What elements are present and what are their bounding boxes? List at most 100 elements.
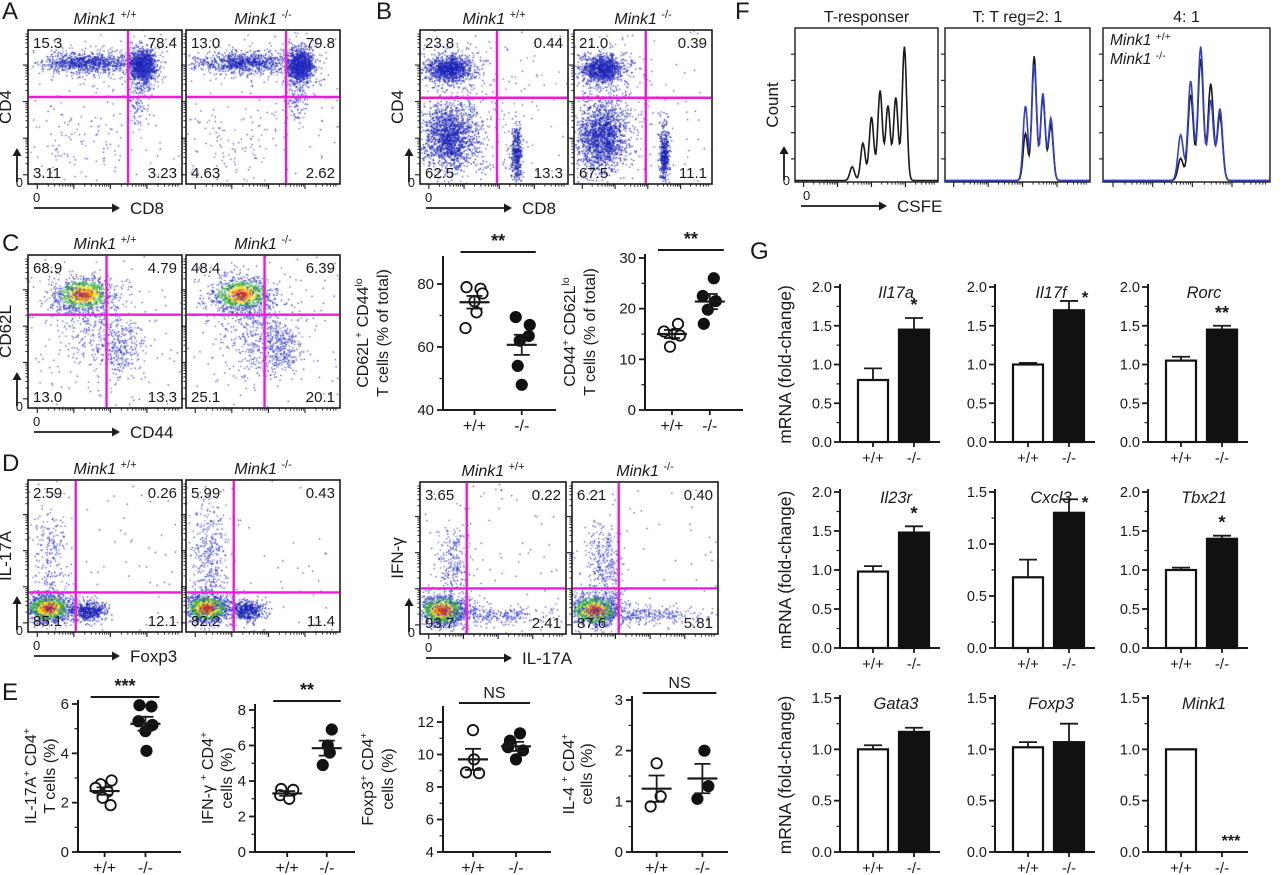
- histogram-title: T-responser: [824, 9, 910, 26]
- x-axis-label: Foxp3: [130, 647, 177, 666]
- quadrant-lr: 20.1: [306, 389, 335, 406]
- chart-title: Il17f: [1035, 284, 1069, 302]
- plot-title: Mink1 -/-: [234, 9, 292, 28]
- bar: [856, 748, 890, 854]
- data-point: [513, 727, 527, 740]
- data-point: [460, 281, 473, 294]
- y-tick-label: 1.0: [1120, 358, 1140, 374]
- bar: [1052, 309, 1086, 444]
- bar-group-label: +/+: [862, 450, 884, 467]
- data-point: [459, 321, 472, 335]
- dot-plot-e4: 0 1 2 3 +/+ -/- NS IL-4 + CD4+cells (%): [559, 675, 728, 875]
- y-tick-label: 0.0: [812, 845, 832, 861]
- quadrant-lr: 11.1: [679, 165, 707, 182]
- bar-group-label: -/-: [1062, 450, 1076, 467]
- quadrant-ul: 13.0: [191, 35, 220, 52]
- quadrant-ur: 0.39: [678, 35, 707, 52]
- bar: [1164, 359, 1198, 444]
- dot-plot-c1: 40 60 80 +/+ -/- ** CD62L+ CD44lo T cells (% of…: [353, 231, 556, 435]
- flow-scatter-dots-b-0: [420, 30, 568, 184]
- quadrant-lr: 2.41: [532, 615, 561, 632]
- data-point: [470, 306, 483, 319]
- bar-chart-cxcl3: 0.0 0.5 1.0 1.5 +/+ -/- Cxcl3 *: [967, 485, 1095, 673]
- y-tick-label: 0.5: [812, 396, 832, 412]
- data-point: [145, 700, 158, 713]
- histogram-curve: [1103, 58, 1270, 182]
- significance-label: ***: [1222, 833, 1241, 850]
- quadrant-ur: 0.40: [684, 487, 713, 504]
- flow-panel-dr: Mink1 +/+ 3.65 0.22 93.7 2.41 Mink1 -/- 6.21 0.…: [388, 461, 719, 668]
- bar: [1011, 576, 1045, 650]
- flow-scatter-dots-b-1: [574, 30, 712, 184]
- y-tick-label: 2.0: [812, 280, 832, 296]
- data-point: [515, 378, 528, 391]
- group-label: +/+: [645, 860, 668, 875]
- bar-group-label: +/+: [1170, 450, 1192, 467]
- quadrant-ul: 6.21: [577, 487, 606, 504]
- group-label: +/+: [660, 418, 683, 435]
- flow-scatter-dots-dl-0: [28, 480, 182, 632]
- group-label: +/+: [463, 418, 486, 435]
- y-tick-label: 2.0: [812, 485, 832, 501]
- y-axis-label: Count: [763, 82, 782, 128]
- y-zero: 0: [408, 175, 415, 190]
- x-zero: 0: [803, 188, 810, 203]
- quadrant-lr: 11.4: [307, 613, 335, 630]
- y-tick-label: 1.0: [812, 742, 832, 758]
- quadrant-ur: 79.8: [306, 35, 335, 52]
- dot-plot-e2: 0 2 4 6 8 +/+ -/- ** IFN-γ + CD4+cells (%): [198, 680, 355, 875]
- y-zero: 0: [16, 623, 23, 638]
- y-axis-label-line1: IL-17A+ CD4+: [21, 728, 40, 824]
- group-label: -/-: [514, 418, 529, 435]
- data-point: [509, 310, 522, 324]
- y-zero: 0: [16, 399, 23, 414]
- data-point: [104, 799, 117, 812]
- y-tick-label: 4: [61, 745, 69, 762]
- flow-scatter-dots-dl-1: [186, 480, 340, 632]
- quadrant-ll: 62.5: [425, 165, 454, 182]
- plot-title: Mink1 -/-: [234, 234, 292, 253]
- group-label: -/-: [138, 860, 153, 875]
- bar-chart-gata3: 0.0 0.5 1.0 1.5 +/+ -/- Gata3 mRNA (fold-change…: [775, 691, 940, 875]
- data-point: [696, 289, 709, 303]
- panel-label-c: C: [2, 230, 20, 257]
- data-point: [316, 758, 329, 772]
- panel-label-e: E: [2, 679, 19, 706]
- y-axis-label: CD4: [388, 90, 407, 124]
- y-tick-label: 1.0: [967, 742, 987, 758]
- y-tick-label: 0.0: [812, 641, 832, 657]
- bar: [1164, 748, 1198, 854]
- quadrant-ul: 2.59: [33, 485, 62, 502]
- y-axis-label: mRNA (fold-change): [775, 696, 795, 855]
- y-axis-label-line1: Foxp3+ CD4+: [358, 732, 377, 825]
- bar: [1205, 328, 1239, 444]
- bar-group-label: -/-: [907, 656, 921, 673]
- y-tick-label: 1: [615, 793, 623, 810]
- data-point: [673, 329, 687, 342]
- chart-title: Cxcl3: [1030, 489, 1072, 507]
- legend-entry: Mink1 -/-: [1110, 50, 1166, 68]
- y-zero: 0: [408, 625, 415, 640]
- quadrant-ur: 0.26: [148, 485, 177, 502]
- data-point: [509, 753, 523, 766]
- quadrant-ll: 82.2: [191, 613, 220, 630]
- y-tick-label: 1.5: [1120, 319, 1140, 335]
- y-tick-label: 1.0: [967, 537, 987, 553]
- bar-group-label: -/-: [1215, 656, 1229, 673]
- y-tick-label: 2: [615, 743, 623, 760]
- histogram-title: 4: 1: [1173, 9, 1200, 26]
- chart-title: Rorc: [1187, 284, 1223, 302]
- significance-label: **: [684, 229, 698, 249]
- data-point: [707, 272, 720, 285]
- bar-group-label: -/-: [1215, 860, 1229, 875]
- y-axis-label-line2: T cells (% of total): [375, 269, 392, 397]
- y-axis-label: mRNA (fold-change): [775, 491, 795, 650]
- bar-chart-il23r: 0.0 0.5 1.0 1.5 2.0 +/+ -/- Il23r* mRNA (fold-ch…: [775, 485, 940, 673]
- group-label: -/-: [702, 418, 717, 435]
- plot-title: Mink1 +/+: [73, 9, 136, 28]
- bar-chart-il17f: 0.0 0.5 1.0 1.5 2.0 +/+ -/- Il17f *: [967, 280, 1095, 467]
- bar: [897, 531, 931, 650]
- bar-chart-foxp3: 0.0 0.5 1.0 1.5 +/+ -/- Foxp3: [967, 691, 1095, 875]
- bar-group-label: +/+: [1170, 860, 1192, 875]
- y-zero: 0: [783, 173, 790, 188]
